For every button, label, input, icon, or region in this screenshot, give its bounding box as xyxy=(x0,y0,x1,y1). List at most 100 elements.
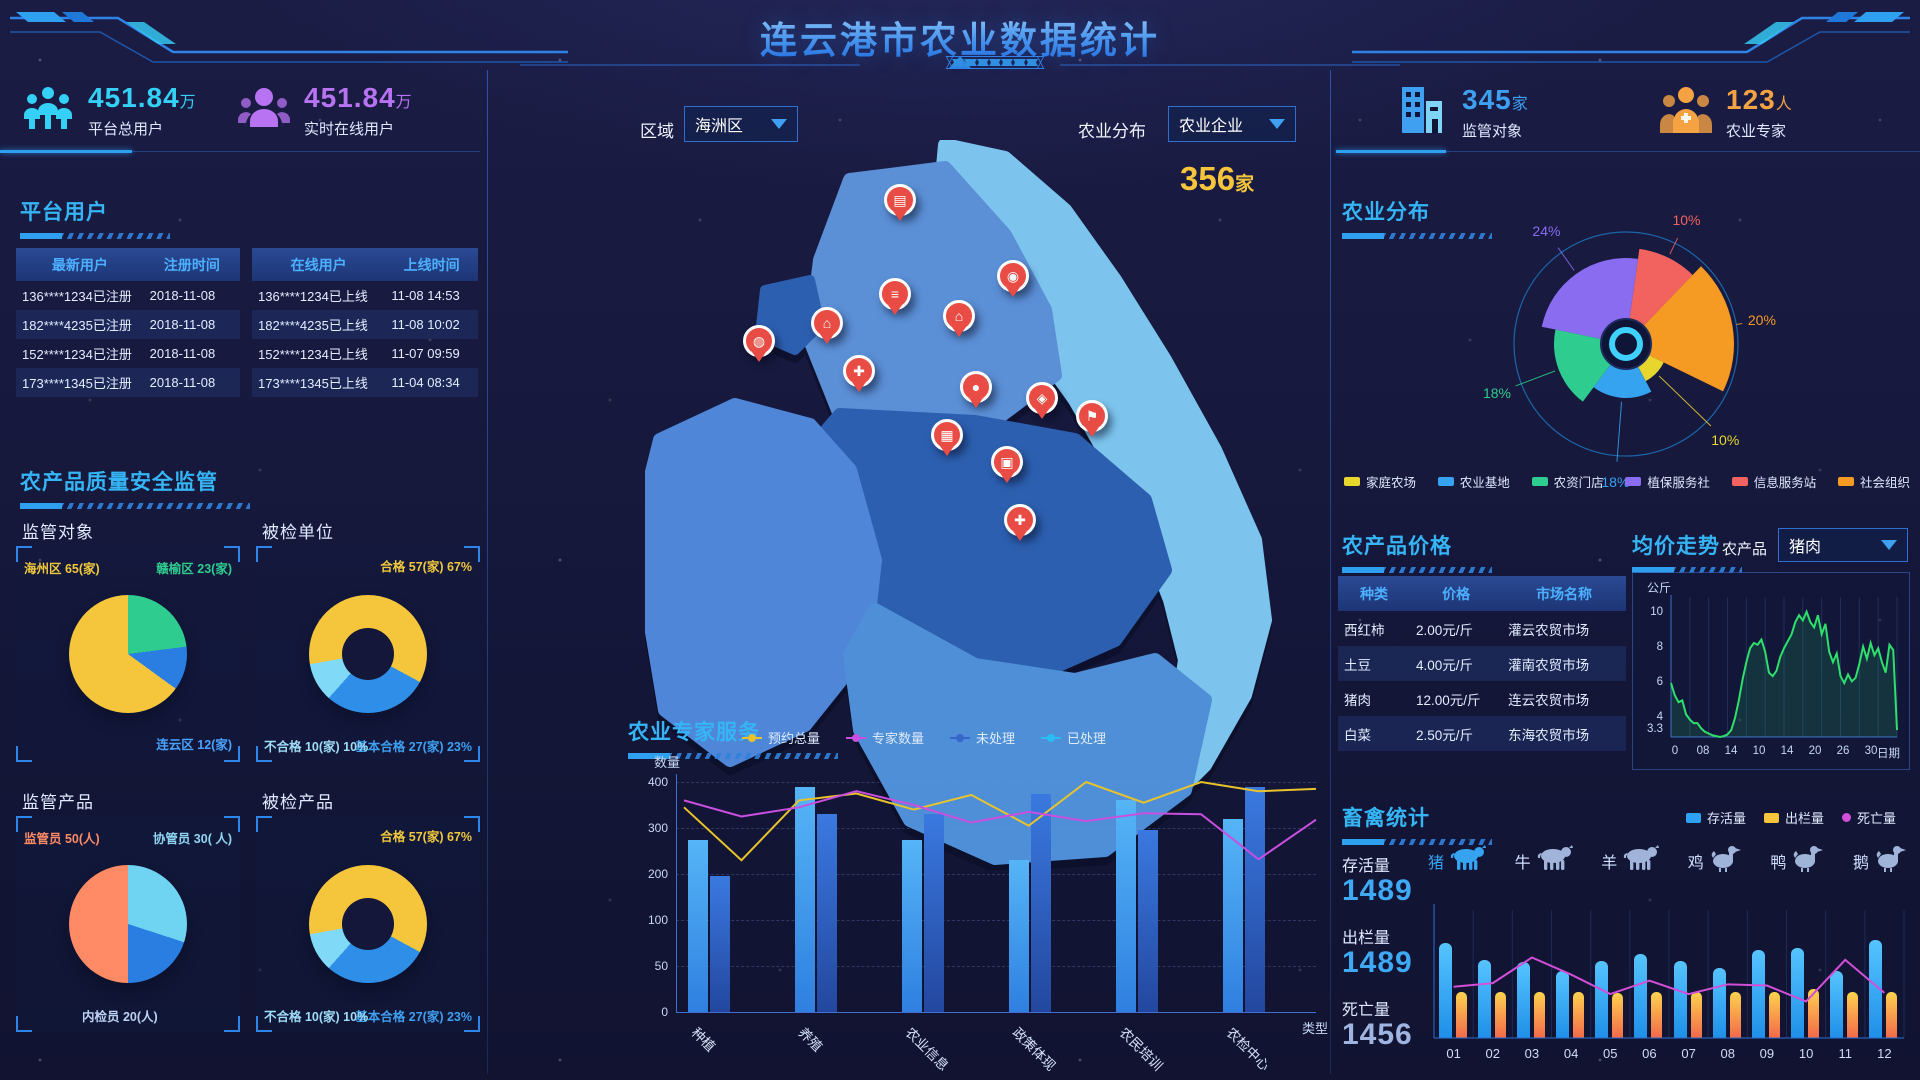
divider-right xyxy=(1330,70,1331,1074)
table-row: 152****1234已上线 11-07 09:59 xyxy=(252,339,478,368)
legend-item-家庭农场[interactable]: 家庭农场 xyxy=(1344,472,1416,491)
animal-鸡[interactable]: 鸡 xyxy=(1688,844,1743,877)
stat-value: 345家 xyxy=(1462,84,1529,115)
tent-pin[interactable]: ◈ xyxy=(1026,382,1058,419)
bar-存活量 xyxy=(1673,961,1687,1038)
bar-出栏量 xyxy=(1690,991,1702,1038)
product-select[interactable]: 猪肉 xyxy=(1778,528,1908,562)
pie-slice-label: 不合格 10(家) 10% xyxy=(264,740,369,754)
legend-item-社会组织[interactable]: 社会组织 xyxy=(1837,472,1910,491)
line-预约总量 xyxy=(683,780,1317,862)
corner-bracket xyxy=(224,746,240,762)
livestock-stat-label: 出栏量 xyxy=(1342,930,1391,947)
legend-item-出栏量[interactable]: 出栏量 xyxy=(1764,808,1824,827)
price-line xyxy=(1670,608,1898,739)
enterprise-count-unit: 家 xyxy=(1235,174,1255,195)
legend-item-专家数量[interactable]: 专家数量 xyxy=(846,728,924,747)
animal-icon xyxy=(1449,844,1487,877)
line-死亡量 xyxy=(1453,956,1886,1003)
animal-猪[interactable]: 猪 xyxy=(1428,844,1487,877)
table-header-row: 最新用户 注册时间 xyxy=(16,248,240,281)
rose-percent-label: 18% xyxy=(1601,473,1630,490)
corner-bracket xyxy=(224,546,240,562)
section-price: 农产品价格 xyxy=(1342,530,1492,573)
y-axis-line xyxy=(676,774,677,1012)
legend-item-已处理[interactable]: 已处理 xyxy=(1041,728,1106,747)
animal-鹅[interactable]: 鹅 xyxy=(1853,844,1908,877)
pie-slice-label: 连云区 12(家) xyxy=(156,738,232,752)
unit-label: 公斤 xyxy=(1647,581,1672,595)
table-row: 173****1345已上线 11-04 08:34 xyxy=(252,368,478,397)
database-pin[interactable]: ≡ xyxy=(879,278,911,315)
animal-name: 鸭 xyxy=(1770,855,1787,872)
supervision_objects-pie xyxy=(69,595,187,713)
table-cell: 152****1234已上线 xyxy=(258,347,368,362)
building-pin[interactable]: ▣ xyxy=(991,446,1023,483)
legend-item-未处理[interactable]: 未处理 xyxy=(950,728,1015,747)
stat-texts: 345家 监管对象 xyxy=(1462,84,1529,141)
stat-texts: 123人 农业专家 xyxy=(1726,84,1793,141)
bar-存活量 xyxy=(1477,959,1491,1038)
warehouse-pin[interactable]: ⌂ xyxy=(943,300,975,337)
table-cell: 土豆 xyxy=(1344,657,1371,673)
bar-存活量 xyxy=(1869,940,1883,1038)
legend-item-预约总量[interactable]: 预约总量 xyxy=(742,728,820,747)
y-tick: 50 xyxy=(654,959,668,973)
table-cell: 连云农贸市场 xyxy=(1508,692,1590,708)
table-cell: 173****1345已注册 xyxy=(22,376,132,391)
legend-item-农业基地[interactable]: 农业基地 xyxy=(1437,472,1510,491)
factory-pin[interactable]: ▦ xyxy=(931,419,963,456)
section-underline xyxy=(1632,567,1742,573)
region-select[interactable]: 海洲区 xyxy=(684,106,798,142)
subtitle-supervision-objects: 监管对象 xyxy=(22,523,94,542)
globe-pin[interactable]: ◍ xyxy=(743,325,775,362)
corner-bracket xyxy=(16,546,32,562)
y-tick: 300 xyxy=(647,821,668,835)
stat-texts: 451.84万 实时在线用户 xyxy=(304,82,413,139)
right-panel-topline xyxy=(1336,151,1920,152)
legend-item-死亡量[interactable]: 死亡量 xyxy=(1842,808,1896,827)
bookmark-pin[interactable]: ◉ xyxy=(997,260,1029,297)
table-header-cell: 价格 xyxy=(1442,585,1471,602)
legend-item-存活量[interactable]: 存活量 xyxy=(1686,808,1746,827)
bar-出栏量 xyxy=(1533,991,1545,1038)
y-tick: 8 xyxy=(1656,641,1663,654)
distribution-select-label: 农业分布 xyxy=(1078,122,1146,141)
bar-存活量 xyxy=(1595,961,1609,1038)
table-header-cell: 注册时间 xyxy=(163,256,220,273)
legend-item-农资门店[interactable]: 农资门店 xyxy=(1531,472,1604,491)
table-cell: 西红柿 xyxy=(1344,622,1385,638)
table-cell: 2018-11-08 xyxy=(149,375,216,390)
buildings-pin[interactable]: ▤ xyxy=(884,184,916,221)
bar-出栏量 xyxy=(1573,991,1585,1038)
table-header-row: 在线用户 上线时间 xyxy=(252,248,478,281)
region-select-value: 海洲区 xyxy=(695,118,744,135)
table-row: 182****4235已上线 11-08 10:02 xyxy=(252,310,478,339)
location-pin[interactable]: ● xyxy=(960,371,992,408)
bar-出栏量 xyxy=(1847,991,1859,1038)
distribution-select[interactable]: 农业企业 xyxy=(1168,106,1296,142)
section-underline xyxy=(1342,233,1492,239)
divider-left xyxy=(487,70,488,1074)
service-pin[interactable]: ✚ xyxy=(1004,504,1036,541)
stat-label: 农业专家 xyxy=(1726,123,1787,140)
month-label: 11 xyxy=(1838,1046,1853,1061)
legend-item-信息服务站[interactable]: 信息服务站 xyxy=(1731,472,1816,491)
users-icon xyxy=(22,85,74,136)
animal-鸭[interactable]: 鸭 xyxy=(1770,844,1825,877)
gridline xyxy=(676,828,1316,829)
y-tick: 6 xyxy=(1656,676,1663,689)
animal-牛[interactable]: 牛 xyxy=(1515,844,1574,877)
category-label: 农民培训 xyxy=(1116,1024,1166,1074)
flag-pin[interactable]: ⚑ xyxy=(1076,400,1108,437)
home-pin[interactable]: ⌂ xyxy=(811,307,843,344)
legend-item-植保服务社[interactable]: 植保服务社 xyxy=(1625,472,1710,491)
animal-羊[interactable]: 羊 xyxy=(1601,844,1660,877)
section-livestock-label: 畜禽统计 xyxy=(1342,807,1430,830)
month-label: 05 xyxy=(1603,1046,1618,1061)
header-left-decoration xyxy=(10,12,568,63)
pie-slice-label: 合格 57(家) 67% xyxy=(380,830,472,844)
section-underline xyxy=(628,753,838,759)
month-label: 04 xyxy=(1563,1046,1579,1061)
person-pin[interactable]: ✚ xyxy=(843,355,875,392)
